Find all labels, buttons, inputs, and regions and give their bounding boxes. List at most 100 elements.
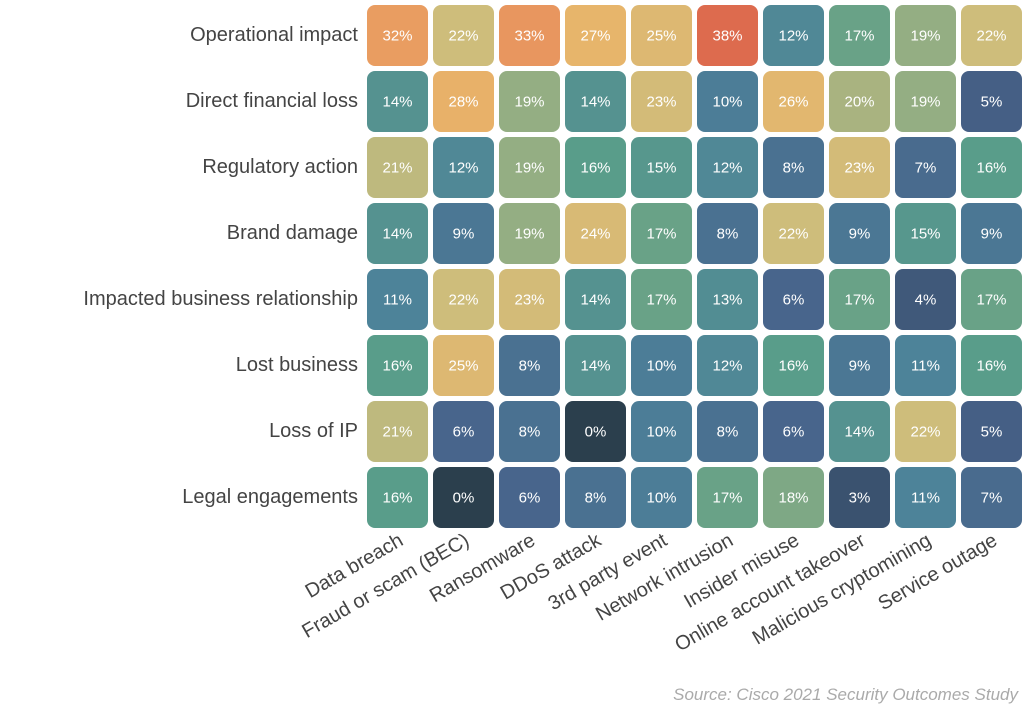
- heatmap-cell: [697, 269, 758, 330]
- heatmap-cell: [367, 137, 428, 198]
- row-label: Impacted business relationship: [83, 288, 358, 310]
- heatmap-cell: [499, 137, 560, 198]
- heatmap-cell: [763, 137, 824, 198]
- cell-label: 11%: [911, 357, 940, 374]
- heatmap-cell: [433, 335, 494, 396]
- cell-label: 16%: [382, 489, 412, 506]
- cell-label: 22%: [910, 423, 940, 440]
- cell-label: 14%: [580, 93, 610, 110]
- heatmap-cell: [433, 137, 494, 198]
- heatmap-cell: [763, 71, 824, 132]
- heatmap-cell: [631, 5, 692, 66]
- cell-label: 14%: [382, 93, 412, 110]
- heatmap-cell: [499, 203, 560, 264]
- heatmap-cell: [697, 5, 758, 66]
- heatmap-cell: [697, 401, 758, 462]
- heatmap-cell: [499, 5, 560, 66]
- heatmap-cell: [565, 137, 626, 198]
- heatmap-cell: [367, 203, 428, 264]
- cell-label: 22%: [448, 27, 478, 44]
- cell-label: 11%: [383, 291, 412, 308]
- cell-label: 25%: [646, 27, 676, 44]
- heatmap-cell: [763, 269, 824, 330]
- cell-label: 9%: [453, 225, 475, 242]
- row-label: Regulatory action: [202, 156, 358, 178]
- source-note: Source: Cisco 2021 Security Outcomes Stu…: [673, 685, 1019, 704]
- cell-label: 8%: [519, 357, 541, 374]
- cell-label: 17%: [844, 27, 874, 44]
- cell-label: 12%: [778, 27, 808, 44]
- row-label: Operational impact: [190, 24, 358, 46]
- cell-label: 14%: [580, 357, 610, 374]
- cell-label: 7%: [981, 489, 1003, 506]
- cell-label: 6%: [519, 489, 541, 506]
- cell-label: 13%: [712, 291, 742, 308]
- heatmap-cell: [631, 467, 692, 528]
- heatmap-cell: [631, 401, 692, 462]
- cell-label: 23%: [844, 159, 874, 176]
- heatmap-cell: [499, 401, 560, 462]
- heatmap-cell: [565, 335, 626, 396]
- heatmap-cell: [763, 401, 824, 462]
- cell-label: 0%: [453, 489, 475, 506]
- cell-label: 12%: [712, 357, 742, 374]
- cell-label: 33%: [514, 27, 544, 44]
- heatmap-cell: [895, 71, 956, 132]
- heatmap-cell: [895, 467, 956, 528]
- cell-label: 9%: [981, 225, 1003, 242]
- heatmap-cell: [499, 467, 560, 528]
- heatmap-cell: [367, 335, 428, 396]
- heatmap-cell: [433, 5, 494, 66]
- cell-label: 23%: [514, 291, 544, 308]
- heatmap-cell: [829, 401, 890, 462]
- heatmap-cell: [565, 269, 626, 330]
- cell-label: 15%: [646, 159, 676, 176]
- cell-label: 24%: [580, 225, 610, 242]
- cell-label: 19%: [514, 159, 544, 176]
- cell-label: 6%: [783, 291, 805, 308]
- cell-label: 5%: [981, 423, 1003, 440]
- heatmap-cell: [829, 137, 890, 198]
- heatmap-cell: [631, 137, 692, 198]
- heatmap-cell: [697, 71, 758, 132]
- heatmap-cell: [565, 467, 626, 528]
- heatmap-cell: [565, 71, 626, 132]
- heatmap-cell: [565, 5, 626, 66]
- cell-label: 22%: [976, 27, 1006, 44]
- heatmap-cell: [367, 467, 428, 528]
- cell-label: 12%: [448, 159, 478, 176]
- cell-label: 27%: [580, 27, 610, 44]
- heatmap-cell: [961, 203, 1022, 264]
- heatmap-cell: [895, 335, 956, 396]
- cell-label: 8%: [717, 423, 739, 440]
- cell-label: 19%: [514, 93, 544, 110]
- cell-label: 6%: [783, 423, 805, 440]
- row-label: Lost business: [236, 354, 358, 376]
- heatmap-cell: [499, 335, 560, 396]
- heatmap-cell: [829, 467, 890, 528]
- heatmap-cell: [829, 5, 890, 66]
- heatmap-cell: [763, 335, 824, 396]
- heatmap-cell: [829, 269, 890, 330]
- heatmap-cell: [433, 401, 494, 462]
- heatmap-cell: [829, 203, 890, 264]
- heatmap-cell: [565, 401, 626, 462]
- cell-label: 18%: [778, 489, 808, 506]
- heatmap-cell: [961, 5, 1022, 66]
- cell-label: 14%: [844, 423, 874, 440]
- cell-label: 17%: [976, 291, 1006, 308]
- heatmap-cell: [961, 335, 1022, 396]
- cell-label: 38%: [712, 27, 742, 44]
- cell-label: 10%: [712, 93, 742, 110]
- heatmap-cell: [961, 71, 1022, 132]
- cell-label: 10%: [646, 423, 676, 440]
- cell-label: 9%: [849, 357, 871, 374]
- cell-label: 16%: [976, 159, 1006, 176]
- cell-label: 19%: [514, 225, 544, 242]
- heatmap-cell: [829, 335, 890, 396]
- heatmap-cell: [895, 401, 956, 462]
- cell-label: 3%: [849, 489, 871, 506]
- cell-label: 10%: [646, 489, 676, 506]
